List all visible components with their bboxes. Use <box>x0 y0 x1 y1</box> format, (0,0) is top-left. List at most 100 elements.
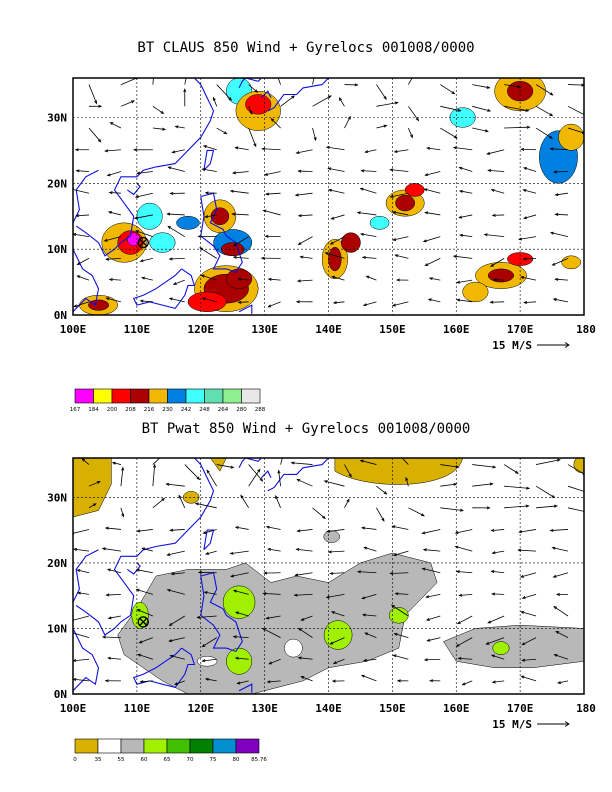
wind-vector <box>557 680 569 684</box>
shaded-region <box>226 647 253 675</box>
wind-vector <box>262 209 281 216</box>
coastline <box>267 458 329 492</box>
shaded-region <box>117 552 438 694</box>
wind-vector <box>520 147 537 151</box>
wind-vector <box>240 494 249 509</box>
wind-vector <box>364 632 377 638</box>
wind-vector <box>424 258 441 266</box>
colorbar-label: 230 <box>162 407 173 413</box>
wind-vector <box>363 546 377 552</box>
wind-vector <box>392 550 409 557</box>
wind-vector <box>330 611 345 617</box>
wind-vector <box>523 214 537 220</box>
shaded-region <box>176 216 200 230</box>
x-tick-label: 120E <box>188 323 215 336</box>
wind-vector <box>523 167 537 172</box>
wind-vector <box>312 127 317 142</box>
colorbar-swatch <box>167 388 187 404</box>
wind-vector <box>518 529 537 534</box>
wind-vector <box>105 297 122 303</box>
y-tick-label: 0N <box>54 688 67 701</box>
wind-vector <box>407 78 413 85</box>
wind-vector <box>389 571 409 575</box>
wind-vector <box>361 593 377 600</box>
wind-vector <box>295 149 313 154</box>
map-panel-0: 100E 110E 120E 130E 140E 150E 160E 170E 180 0N 10N… <box>47 77 596 413</box>
wind-vector <box>234 526 249 530</box>
wind-vector <box>549 528 569 532</box>
wind-vector <box>260 256 281 260</box>
wind-vector <box>108 278 121 282</box>
colorbar: 0 35 55 60 65 70 75 80 85.76 <box>73 738 267 763</box>
shaded-region <box>222 585 256 619</box>
wind-vector <box>426 637 441 642</box>
colorbar-swatch <box>212 738 237 754</box>
wind-vector <box>234 146 249 151</box>
wind-vector <box>440 482 458 487</box>
wind-vector <box>169 191 185 196</box>
wind-vector <box>555 592 569 596</box>
wind-vector <box>166 212 185 216</box>
wind-vector <box>106 171 122 177</box>
wind-vector <box>567 105 584 116</box>
wind-vector <box>425 615 441 621</box>
map-field <box>73 78 584 315</box>
wind-vector <box>329 571 345 575</box>
coastline <box>200 572 243 653</box>
wind-vector <box>267 547 281 552</box>
coastline <box>200 192 243 273</box>
shaded-region <box>149 232 176 253</box>
wind-vector <box>265 525 281 530</box>
wind-vector <box>199 247 217 259</box>
shaded-region <box>88 299 110 311</box>
wind-vector <box>458 166 473 172</box>
wind-vector <box>392 236 409 241</box>
wind-vector <box>166 550 185 556</box>
wind-vector <box>290 461 313 465</box>
wind-vector <box>270 118 281 129</box>
wind-vector <box>120 507 125 518</box>
colorbar-swatch <box>93 388 113 404</box>
colorbar-label: 248 <box>199 407 210 413</box>
coastline <box>73 549 99 603</box>
wind-vector <box>424 211 441 216</box>
shaded-region <box>136 202 163 230</box>
wind-vector <box>472 482 494 487</box>
wind-vector <box>554 212 569 216</box>
wind-vector <box>75 169 89 173</box>
wind-vector <box>165 482 185 487</box>
wind-vector <box>262 592 281 596</box>
wind-vector <box>440 84 456 95</box>
wind-vector <box>523 300 537 304</box>
colorbar-swatch <box>148 388 168 404</box>
x-tick-label: 140E <box>315 323 342 336</box>
wind-vector <box>521 593 537 599</box>
coastline <box>267 78 329 112</box>
wind-vector <box>237 300 249 304</box>
wind-vector <box>136 529 153 533</box>
colorbar-label: 60 <box>141 757 148 763</box>
wind-vector <box>518 236 537 241</box>
wind-vector <box>452 146 473 151</box>
wind-vector <box>268 658 281 665</box>
wind-vector <box>168 257 185 261</box>
wind-vector <box>389 192 409 198</box>
x-tick-label: 160E <box>443 323 470 336</box>
bottom-chart-title: BT Pwat 850 Wind + Gyrelocs 001008/0000 <box>141 421 471 437</box>
coastline <box>238 458 262 469</box>
wind-vector <box>133 148 153 152</box>
wind-vector <box>141 547 153 552</box>
wind-vector <box>73 188 90 194</box>
wind-vector <box>327 550 345 554</box>
wind-vector <box>206 469 218 487</box>
wind-vector <box>265 192 281 196</box>
wind-vector <box>76 258 90 265</box>
wind-vector <box>364 149 377 154</box>
x-tick-label: 180 <box>576 323 596 336</box>
coastline <box>261 90 272 99</box>
wind-vector <box>167 166 185 172</box>
gyre-location-marker <box>137 236 149 249</box>
wind-vector <box>296 479 313 487</box>
wind-vector <box>275 494 281 508</box>
